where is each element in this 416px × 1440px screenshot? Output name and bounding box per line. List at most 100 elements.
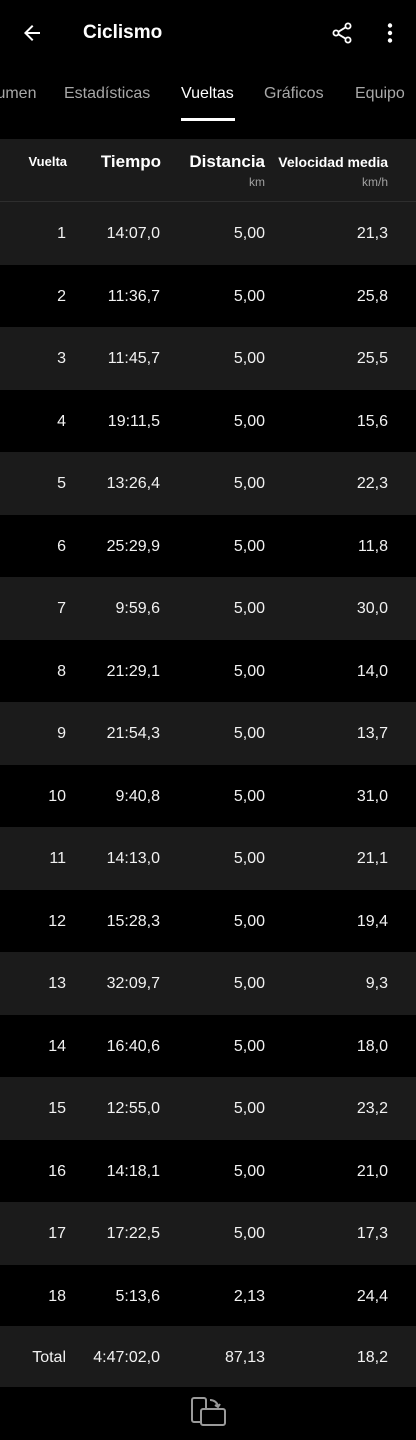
table-row: 8 21:29,1 5,00 14,0 xyxy=(0,639,416,702)
lap-speed: 22,3 xyxy=(356,475,388,492)
tab-estadisticas[interactable]: Estadísticas xyxy=(64,85,151,102)
bottom-bar xyxy=(0,1387,416,1440)
arrow-left-icon xyxy=(24,25,40,41)
lap-number: 15 xyxy=(48,1100,66,1117)
header-lap[interactable]: Vuelta xyxy=(28,154,67,169)
header-distance-unit: km xyxy=(249,175,265,189)
lap-time: 14:18,1 xyxy=(106,1162,160,1180)
share-button[interactable] xyxy=(322,13,362,53)
lap-number: 8 xyxy=(57,662,66,680)
lap-time: 21:29,1 xyxy=(106,662,160,680)
lap-speed: 21,0 xyxy=(356,1162,388,1180)
lap-time: 14:13,0 xyxy=(106,850,160,867)
lap-time: 15:28,3 xyxy=(106,912,160,930)
table-row: 2 11:36,7 5,00 25,8 xyxy=(0,264,416,327)
total-label: Total xyxy=(32,1349,66,1366)
lap-time: 21:54,3 xyxy=(106,725,160,742)
laps-table: 1 14:07,0 5,00 21,3 2 11:36,7 5,00 25,8 … xyxy=(0,202,416,1327)
lap-number: 6 xyxy=(57,537,66,555)
lap-speed: 11,8 xyxy=(358,537,388,555)
header-speed-unit: km/h xyxy=(361,175,388,189)
lap-distance: 5,00 xyxy=(233,1225,265,1242)
lap-speed: 24,4 xyxy=(356,1287,388,1305)
lap-speed: 25,5 xyxy=(356,350,388,367)
active-tab-indicator xyxy=(181,118,235,121)
lap-time: 17:22,5 xyxy=(106,1225,160,1242)
header-speed[interactable]: Velocidad media xyxy=(278,154,388,170)
lap-time: 14:07,0 xyxy=(106,225,160,242)
lap-number: 17 xyxy=(48,1225,66,1242)
table-row: 14 16:40,6 5,00 18,0 xyxy=(0,1014,416,1077)
lap-time: 11:45,7 xyxy=(107,350,160,367)
lap-time: 5:13,6 xyxy=(115,1287,160,1305)
table-row: 16 14:18,1 5,00 21,0 xyxy=(0,1139,416,1202)
lap-distance: 5,00 xyxy=(233,912,265,930)
tab-bar: Resumen Estadísticas Vueltas Gráficos Eq… xyxy=(0,66,416,122)
table-row: 18 5:13,6 2,13 24,4 xyxy=(0,1264,416,1327)
lap-number: 12 xyxy=(48,912,66,930)
more-vertical-icon xyxy=(387,23,393,43)
table-row: 11 14:13,0 5,00 21,1 xyxy=(0,827,416,890)
lap-distance: 5,00 xyxy=(233,975,265,992)
tab-vueltas[interactable]: Vueltas xyxy=(181,85,234,102)
lap-time: 11:36,7 xyxy=(107,287,160,305)
header-distance[interactable]: Distancia xyxy=(189,152,265,171)
table-row: 13 32:09,7 5,00 9,3 xyxy=(0,952,416,1015)
lap-speed: 13,7 xyxy=(356,725,388,742)
lap-distance: 5,00 xyxy=(233,225,265,242)
app-bar: Ciclismo xyxy=(0,0,416,66)
table-row: 17 17:22,5 5,00 17,3 xyxy=(0,1202,416,1265)
lap-number: 2 xyxy=(57,287,66,305)
lap-speed: 9,3 xyxy=(365,975,388,992)
table-row: 15 12:55,0 5,00 23,2 xyxy=(0,1077,416,1140)
lap-speed: 21,3 xyxy=(356,225,388,242)
total-time: 4:47:02,0 xyxy=(93,1349,160,1366)
lap-distance: 5,00 xyxy=(233,537,265,555)
table-row: 3 11:45,7 5,00 25,5 xyxy=(0,327,416,390)
lap-distance: 5,00 xyxy=(233,725,265,742)
lap-number: 3 xyxy=(57,350,66,367)
table-row: 7 9:59,6 5,00 30,0 xyxy=(0,577,416,640)
lap-number: 13 xyxy=(48,975,66,992)
lap-time: 9:59,6 xyxy=(115,600,160,617)
lap-distance: 5,00 xyxy=(233,412,265,430)
lap-time: 19:11,5 xyxy=(107,412,160,430)
lap-time: 13:26,4 xyxy=(106,475,160,492)
lap-number: 7 xyxy=(57,600,66,617)
lap-distance: 5,00 xyxy=(233,1037,265,1055)
screen-rotation-icon xyxy=(191,1397,226,1426)
lap-time: 16:40,6 xyxy=(106,1037,160,1055)
lap-speed: 19,4 xyxy=(356,912,388,930)
table-row: 12 15:28,3 5,00 19,4 xyxy=(0,889,416,952)
lap-speed: 18,0 xyxy=(356,1037,388,1055)
lap-speed: 14,0 xyxy=(356,662,388,680)
lap-distance: 5,00 xyxy=(233,475,265,492)
lap-number: 5 xyxy=(57,475,66,492)
lap-number: 1 xyxy=(57,225,66,242)
lap-distance: 5,00 xyxy=(233,662,265,680)
rotate-screen-button[interactable] xyxy=(186,1393,230,1433)
lap-speed: 25,8 xyxy=(356,287,388,305)
total-speed: 18,2 xyxy=(356,1349,388,1366)
table-total-row: Total 4:47:02,0 87,13 18,2 xyxy=(0,1326,416,1387)
lap-time: 12:55,0 xyxy=(106,1100,160,1117)
lap-number: 9 xyxy=(57,725,66,742)
share-icon xyxy=(332,22,352,44)
lap-speed: 17,3 xyxy=(356,1225,388,1242)
header-time[interactable]: Tiempo xyxy=(100,152,161,171)
table-row: 9 21:54,3 5,00 13,7 xyxy=(0,702,416,765)
lap-speed: 23,2 xyxy=(356,1100,388,1117)
lap-number: 4 xyxy=(57,412,66,430)
lap-distance: 2,13 xyxy=(233,1287,265,1305)
lap-speed: 30,0 xyxy=(356,600,388,617)
back-button[interactable] xyxy=(12,13,52,53)
more-options-button[interactable] xyxy=(370,13,410,53)
lap-number: 18 xyxy=(48,1287,66,1305)
lap-speed: 21,1 xyxy=(356,850,388,867)
lap-number: 14 xyxy=(48,1037,66,1055)
tab-graficos[interactable]: Gráficos xyxy=(264,85,324,102)
lap-time: 32:09,7 xyxy=(106,975,160,992)
tab-resumen[interactable]: Resumen xyxy=(0,85,37,102)
lap-distance: 5,00 xyxy=(233,600,265,617)
tab-equipo[interactable]: Equipo xyxy=(355,85,405,102)
